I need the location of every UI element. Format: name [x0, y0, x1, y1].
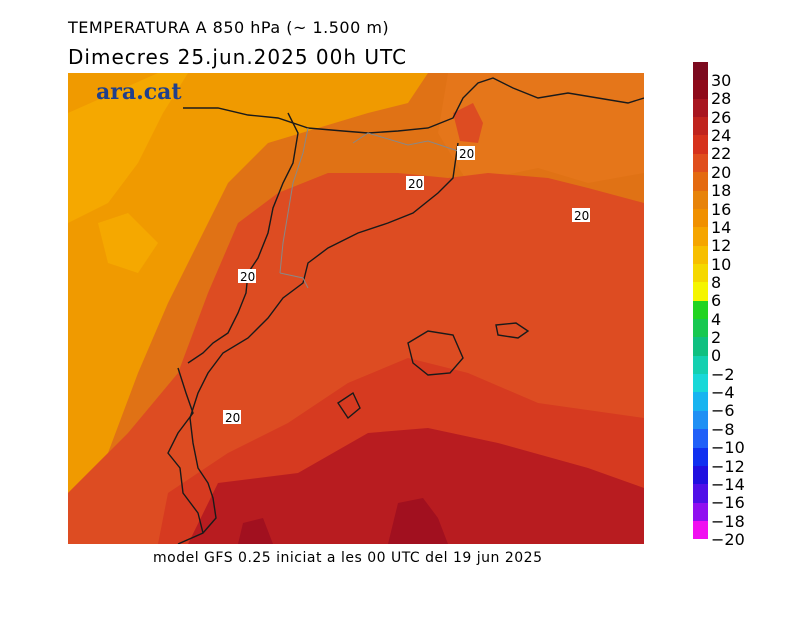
regional-borders [279, 127, 459, 289]
legend-color-cell [693, 80, 708, 99]
legend-tick-label: −4 [711, 383, 735, 403]
legend-color-cell [693, 392, 708, 411]
temperature-map: ara.cat 20 20 20 20 20 [68, 73, 644, 544]
legend-tick-label: 6 [711, 291, 722, 311]
legend-tick-label: 2 [711, 328, 722, 348]
legend-tick-label: 20 [711, 162, 732, 182]
legend-tick-label: −20 [711, 530, 745, 549]
contour-label-4: 20 [240, 270, 255, 284]
legend-color-cell [693, 282, 708, 301]
legend-color-cell [693, 245, 708, 264]
border-pyrenees [187, 112, 299, 364]
contour-label-1: 20 [459, 147, 474, 161]
legend-tick-label: −12 [711, 456, 745, 476]
legend-tick-label: 16 [711, 199, 732, 219]
legend-color-cell [693, 447, 708, 466]
field-band-26b [238, 518, 273, 544]
field-blob-north [453, 103, 483, 143]
contour-label-3: 20 [574, 209, 589, 223]
legend-tick-label: 10 [711, 254, 732, 274]
legend-tick-label: 12 [711, 236, 732, 256]
legend-color-cell [693, 172, 708, 191]
islands [337, 322, 530, 420]
coastline-main [177, 142, 459, 544]
legend-tick-label: −6 [711, 401, 735, 421]
legend-color-cell [693, 227, 708, 246]
legend-color-cell [693, 263, 708, 283]
temperature-map-canvas: ara.cat 20 20 20 20 20 [68, 73, 644, 544]
legend-color-cell [693, 153, 708, 173]
legend-color-cell [693, 502, 708, 521]
legend-color-cell [693, 374, 708, 393]
map-subtitle: Dimecres 25.jun.2025 00h UTC [68, 45, 408, 69]
legend-tick-label: 30 [711, 71, 732, 90]
model-footer: model GFS 0.25 iniciat a les 00 UTC del … [153, 550, 543, 566]
legend-color-cell [693, 429, 708, 448]
field-band-14b [98, 213, 158, 273]
coastlines [167, 77, 644, 544]
color-legend [693, 62, 708, 540]
legend-color-cell [693, 300, 708, 320]
legend-color-cell [693, 355, 708, 375]
legend-color-cell [693, 190, 708, 209]
island-mallorca [407, 330, 464, 376]
field-band-24 [188, 428, 644, 544]
island-menorca [495, 322, 530, 339]
field-band-16 [68, 73, 428, 493]
field-band-ne [438, 73, 644, 183]
field-band-26 [388, 498, 448, 544]
legend-tick-label: 22 [711, 144, 732, 164]
legend-color-cell [693, 465, 708, 485]
legend-color-cell [693, 520, 708, 540]
coastline-west [167, 367, 204, 534]
legend-color-cell [693, 117, 708, 136]
legend-tick-label: −14 [711, 474, 745, 494]
contour-label-2: 20 [408, 177, 423, 191]
legend-color-cell [693, 135, 708, 154]
legend-tick-label: 8 [711, 272, 722, 292]
legend-tick-label: 18 [711, 181, 732, 201]
legend-color-cell [693, 208, 708, 228]
legend-color-cell [693, 62, 708, 81]
legend-tick-label: 4 [711, 309, 722, 329]
legend-tick-label: −8 [711, 419, 735, 439]
legend-color-cell [693, 337, 708, 356]
legend-tick-label: 0 [711, 346, 722, 366]
aracat-logo: ara.cat [96, 79, 182, 105]
legend-tick-label: 14 [711, 217, 732, 237]
island-ibiza [337, 391, 361, 420]
legend-tick-label: 26 [711, 107, 732, 127]
legend-tick-label: −16 [711, 493, 745, 513]
legend-tick-label: 28 [711, 89, 732, 109]
legend-tick-label: −18 [711, 511, 745, 531]
contour-label-5: 20 [225, 411, 240, 425]
coastline-france-north [183, 77, 644, 134]
contour-labels: 20 20 20 20 20 [223, 146, 590, 425]
legend-tick-label: 24 [711, 126, 732, 146]
map-title: TEMPERATURA A 850 hPa (~ 1.500 m) [68, 18, 390, 37]
legend-color-cell [693, 410, 708, 430]
legend-color-cell [693, 319, 708, 338]
legend-tick-label: −10 [711, 438, 745, 458]
legend-color-cell [693, 484, 708, 503]
legend-tick-label: −2 [711, 364, 735, 384]
field-band-14 [68, 73, 188, 223]
legend-color-cell [693, 98, 708, 118]
